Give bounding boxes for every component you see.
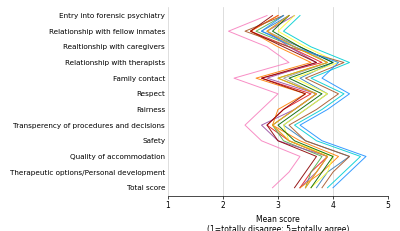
X-axis label: Mean score
(1=totally disagree; 5=totally agree): Mean score (1=totally disagree; 5=totall… <box>207 215 349 231</box>
